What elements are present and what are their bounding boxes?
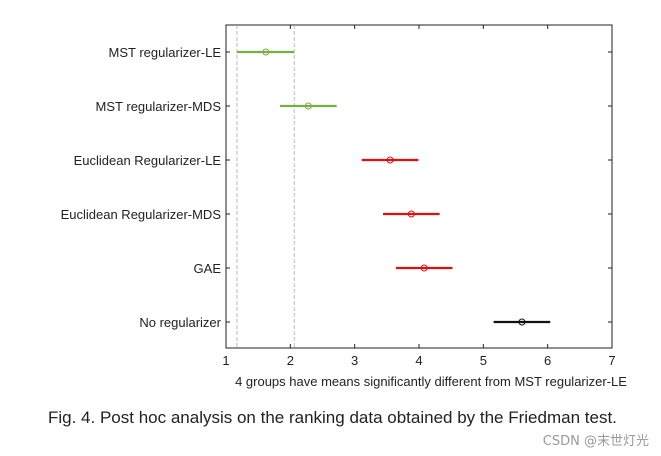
x-tick-label-3: 3 [351, 353, 358, 368]
mean-marker-6 [518, 318, 526, 326]
mean-marker-4 [407, 210, 415, 218]
mean-marker-5 [420, 264, 428, 272]
x-tick-label-5: 5 [480, 353, 487, 368]
y-tick-label-4: Euclidean Regularizer-MDS [61, 207, 222, 222]
y-tick-label-3: Euclidean Regularizer-LE [74, 153, 222, 168]
x-tick-label-1: 1 [222, 353, 229, 368]
y-tick-label-1: MST regularizer-LE [109, 45, 222, 60]
watermark: CSDN @末世灯光 [542, 434, 649, 449]
x-tick-label-4: 4 [415, 353, 422, 368]
x-axis-label: 4 groups have means significantly differ… [235, 374, 627, 389]
mean-marker-3 [386, 156, 394, 164]
mean-marker-1 [262, 48, 270, 56]
interval-chart: 1 2 3 4 5 6 7 4 groups have means significantly… [61, 24, 627, 389]
axes-box [225, 24, 613, 349]
figure-caption: Fig. 4. Post hoc analysis on the ranking… [48, 408, 617, 427]
y-tick-label-5: GAE [194, 261, 222, 276]
x-tick-label-6: 6 [544, 353, 551, 368]
plot-area: 1 2 3 4 5 6 7 4 groups have means significantly… [61, 24, 627, 389]
x-tick-label-7: 7 [608, 353, 615, 368]
y-tick-label-2: MST regularizer-MDS [96, 99, 222, 114]
y-tick-label-6: No regularizer [139, 315, 221, 330]
mean-marker-2 [304, 102, 312, 110]
x-tick-label-2: 2 [287, 353, 294, 368]
